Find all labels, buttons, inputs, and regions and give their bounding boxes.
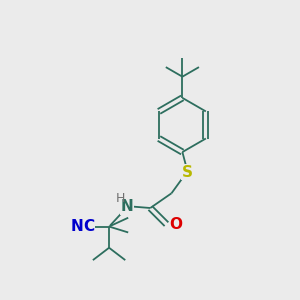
Text: N: N	[121, 199, 134, 214]
Text: N: N	[70, 219, 83, 234]
Text: O: O	[169, 217, 182, 232]
Text: C: C	[83, 219, 94, 234]
Text: S: S	[182, 165, 193, 180]
Text: H: H	[116, 192, 125, 205]
